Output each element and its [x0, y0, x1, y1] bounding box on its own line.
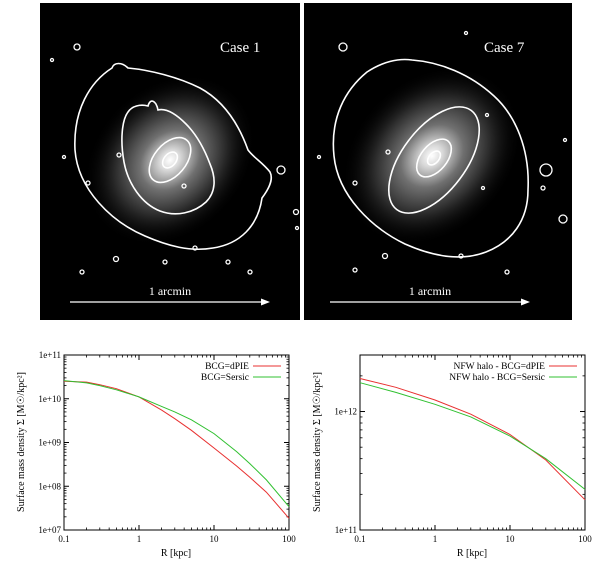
scale-bar-label: 1 arcmin	[149, 284, 191, 298]
image-label: Case 7	[484, 40, 525, 56]
series-line-1	[63, 380, 290, 519]
series-line-2	[359, 382, 586, 490]
point-sources	[49, 43, 300, 275]
middle-contour	[121, 100, 215, 215]
y-tick-label: 1e+11	[39, 350, 61, 360]
plot-area	[63, 354, 290, 531]
image-panel-case-7: Case 7 1 arcmin	[304, 3, 572, 320]
series-line-2	[63, 380, 290, 508]
x-axis-label: R [kpc]	[457, 548, 487, 559]
plot-area	[359, 354, 586, 531]
y-tick-label: 1e+12	[334, 407, 357, 417]
x-tick-label: 10	[506, 534, 516, 544]
series-line-1	[359, 378, 586, 501]
x-tick-label: 100	[282, 534, 296, 544]
y-tick-label: 1e+07	[38, 525, 61, 535]
inner-contour	[415, 138, 453, 178]
scale-bar-label: 1 arcmin	[409, 284, 451, 298]
x-axis-label: R [kpc]	[161, 548, 191, 559]
legend-label: BCG=dPIE	[205, 362, 249, 372]
y-tick-label: 1e+08	[38, 481, 61, 491]
outer-contour	[332, 58, 529, 258]
image-label: Case 1	[220, 40, 260, 56]
x-tick-label: 100	[578, 534, 592, 544]
image-panel-case-1: Case 1 1 arcmin	[40, 3, 300, 320]
core-contour	[161, 151, 179, 169]
chart-bcg-profiles: 1e+07 1e+08 1e+09 1e+10 1e+11 0.1 1 10 100 BCG=…	[16, 350, 296, 559]
legend-label: NFW halo - BCG=Sersic	[449, 373, 545, 383]
x-tick-label: 0.1	[58, 534, 69, 544]
y-axis-label: Surface mass density Σ [M☉/kpc²]	[16, 372, 27, 512]
point-sources	[316, 30, 568, 275]
x-tick-label: 0.1	[354, 534, 365, 544]
outer-contour	[74, 62, 273, 251]
legend-label: BCG=Sersic	[201, 373, 249, 383]
y-tick-label: 1e+09	[38, 438, 61, 448]
y-axis-label: Surface mass density Σ [M☉/kpc²]	[312, 372, 323, 512]
y-tick-label: 1e+10	[38, 394, 61, 404]
inner-contour	[148, 136, 192, 184]
y-tick-label: 1e+11	[335, 525, 357, 535]
x-tick-label: 1	[433, 534, 438, 544]
core-contour	[426, 150, 442, 166]
middle-contour	[387, 106, 481, 214]
legend-label: NFW halo - BCG=dPIE	[454, 362, 546, 372]
x-tick-label: 10	[210, 534, 220, 544]
chart-nfw-profiles: 1e+11 1e+12 0.1 1 10 100 NFW halo - BCG=dPIE…	[312, 354, 592, 559]
x-tick-label: 1	[137, 534, 142, 544]
